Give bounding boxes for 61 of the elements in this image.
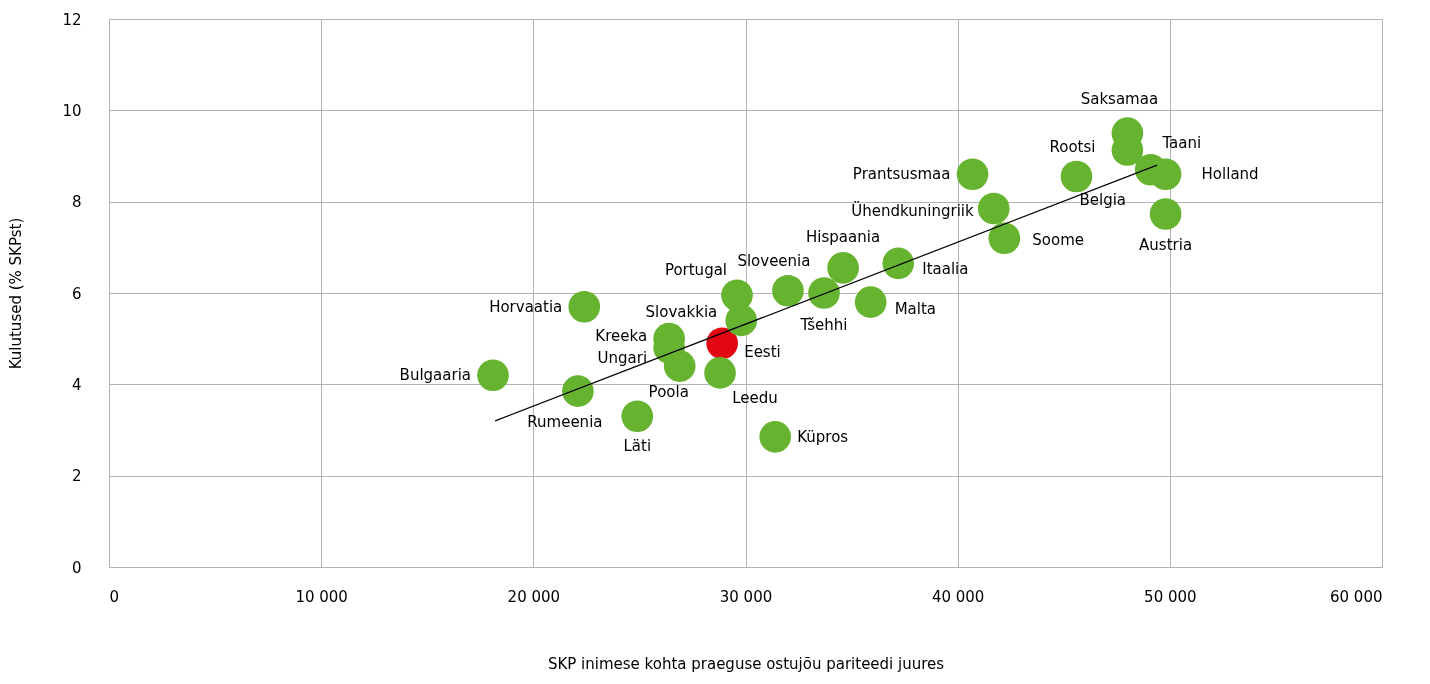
y-tick-label: 4 [71,375,82,394]
annotation: Prantsusmaa [852,165,951,184]
annotation: Sloveenia [737,251,811,270]
x-tick-label: 0 [109,587,120,606]
point [956,158,989,191]
annotation: Rootsi [1049,137,1096,156]
annotation: Rumeenia [527,413,603,432]
point [882,247,915,280]
y-tick-label: 8 [71,193,82,212]
annotation: Itaalia [922,260,969,279]
point [1149,198,1182,230]
annotation: Leedu [732,388,778,407]
x-tick-label: 30 000 [719,587,773,606]
point [772,274,804,307]
annotation: Holland [1201,165,1259,184]
annotation: Ungari [597,348,648,367]
annotation: Läti [623,437,652,456]
point [704,357,736,389]
point [477,359,509,391]
x-tick-label: 10 000 [295,587,348,606]
y-axis-title: Kulutused (% SKPst) [7,217,26,370]
x-tick-label: 60 000 [1330,587,1383,606]
x-tick-label: 40 000 [931,587,985,606]
point [808,277,840,309]
annotation: Saksamaa [1080,90,1159,109]
point [706,327,738,360]
y-tick-label: 12 [62,10,82,29]
annotation: Taani [1161,134,1202,153]
point [1060,160,1093,193]
point [827,252,859,284]
annotation: Eesti [744,343,781,362]
point [759,421,792,453]
point [568,290,601,323]
point [988,222,1021,254]
annotation: Horvaatia [489,297,563,316]
annotation: Portugal [664,261,728,280]
annotation: Malta [894,300,937,319]
x-tick-label: 20 000 [507,587,561,606]
annotation: Belgia [1079,190,1127,209]
y-tick-label: 2 [71,467,82,486]
point [854,286,887,318]
x-tick-label: 50 000 [1144,587,1197,606]
annotation: Kreeka [595,326,648,345]
y-tick-label: 0 [71,558,82,577]
annotation: Poola [648,383,689,402]
annotation: Bulgaaria [399,366,472,385]
point [977,192,1010,225]
point [621,400,654,433]
annotation: Austria [1139,236,1193,254]
annotation: Ühendkuningriik [851,200,975,220]
annotation: Soome [1032,231,1085,250]
y-tick-label: 6 [71,284,82,303]
annotation: Slovakkia [645,303,718,322]
annotation: Tšehhi [799,316,848,334]
y-tick-label: 10 [62,101,82,120]
point [562,375,594,407]
x-axis-title: SKP inimese kohta praeguse ostujõu pariteedi juures [547,654,945,673]
point [663,350,696,382]
annotation: Hispaania [806,227,881,246]
point [721,279,753,312]
annotation: Küpros [797,427,849,446]
